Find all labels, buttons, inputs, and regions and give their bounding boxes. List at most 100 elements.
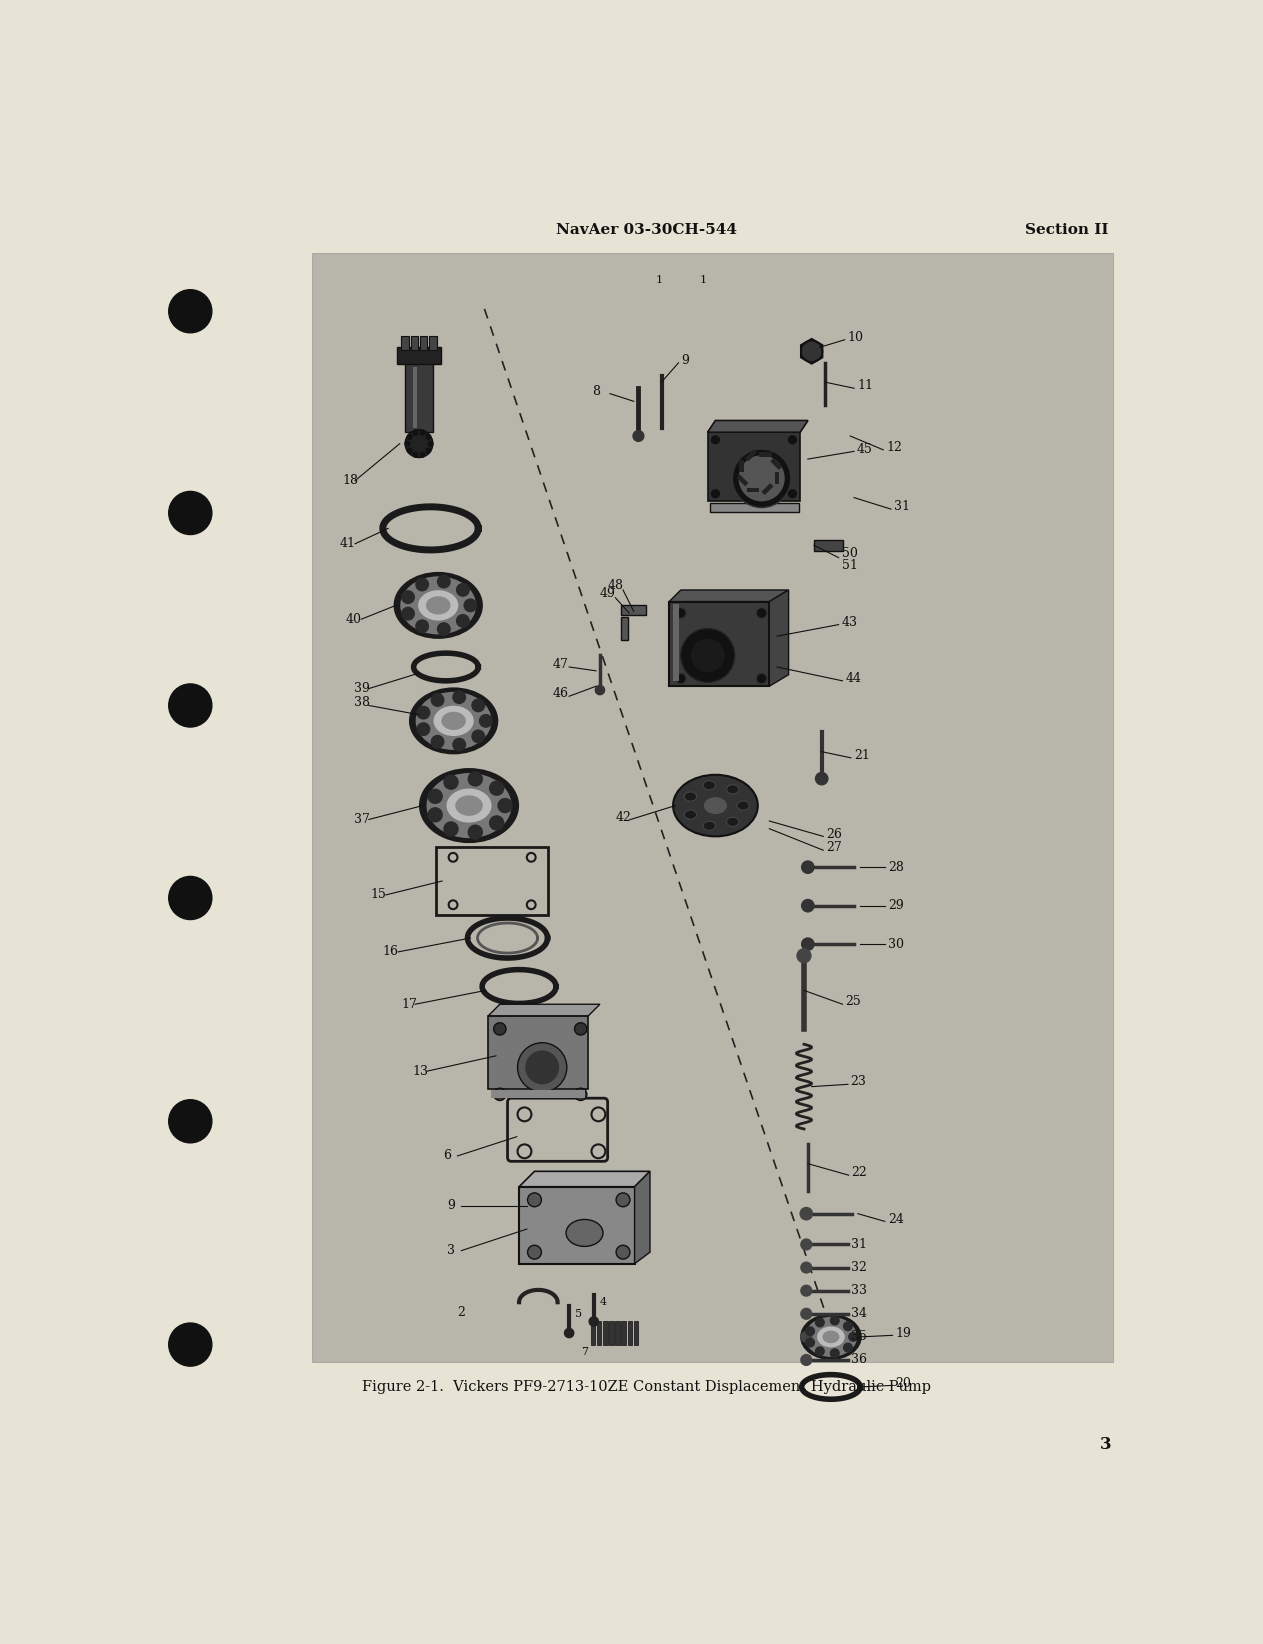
Circle shape xyxy=(457,615,469,626)
Text: 32: 32 xyxy=(851,1261,866,1274)
Bar xyxy=(312,253,1113,1361)
Circle shape xyxy=(445,822,458,837)
Circle shape xyxy=(788,436,797,444)
Circle shape xyxy=(528,1194,542,1207)
Text: 51: 51 xyxy=(841,559,858,572)
Circle shape xyxy=(431,735,443,748)
Bar xyxy=(402,335,409,350)
Text: 49: 49 xyxy=(600,587,616,600)
Circle shape xyxy=(494,1023,506,1036)
Circle shape xyxy=(469,773,482,786)
Bar xyxy=(745,449,757,462)
Ellipse shape xyxy=(427,773,512,838)
Circle shape xyxy=(831,1350,839,1358)
Circle shape xyxy=(616,1245,630,1259)
Ellipse shape xyxy=(419,768,519,843)
Bar xyxy=(621,616,628,640)
Circle shape xyxy=(490,781,504,796)
Bar xyxy=(673,603,679,681)
Circle shape xyxy=(844,1343,853,1351)
Circle shape xyxy=(405,429,433,457)
Text: 45: 45 xyxy=(858,442,873,455)
Text: 3: 3 xyxy=(1100,1437,1111,1453)
Text: 18: 18 xyxy=(342,473,357,487)
Bar xyxy=(707,432,801,501)
Circle shape xyxy=(169,492,212,534)
Bar xyxy=(739,460,744,472)
Bar xyxy=(419,335,427,350)
Text: 2: 2 xyxy=(457,1305,465,1318)
Circle shape xyxy=(480,715,493,727)
Circle shape xyxy=(404,441,410,447)
Ellipse shape xyxy=(433,705,474,737)
Text: 31: 31 xyxy=(894,500,911,513)
Circle shape xyxy=(801,1240,812,1249)
Circle shape xyxy=(616,1194,630,1207)
Text: 15: 15 xyxy=(370,888,386,901)
Text: 12: 12 xyxy=(887,441,902,454)
Bar xyxy=(609,1322,614,1345)
Ellipse shape xyxy=(400,577,476,635)
Text: 17: 17 xyxy=(402,998,417,1011)
Bar xyxy=(602,1322,608,1345)
Text: 22: 22 xyxy=(851,1166,866,1179)
Circle shape xyxy=(806,1327,815,1335)
Ellipse shape xyxy=(703,797,727,814)
Circle shape xyxy=(802,899,813,912)
Text: 47: 47 xyxy=(552,658,568,671)
Text: 35: 35 xyxy=(851,1330,866,1343)
Text: 43: 43 xyxy=(841,616,858,628)
Circle shape xyxy=(469,825,482,838)
Bar xyxy=(591,1322,595,1345)
Circle shape xyxy=(453,690,466,704)
Ellipse shape xyxy=(566,1220,602,1246)
Circle shape xyxy=(426,434,432,441)
Circle shape xyxy=(676,672,686,684)
Text: 10: 10 xyxy=(847,330,864,344)
Polygon shape xyxy=(489,1004,600,1016)
Ellipse shape xyxy=(822,1330,840,1343)
Polygon shape xyxy=(707,421,808,432)
Circle shape xyxy=(633,431,644,441)
Bar xyxy=(398,347,441,365)
Circle shape xyxy=(757,672,767,684)
Text: 13: 13 xyxy=(412,1065,428,1078)
Ellipse shape xyxy=(441,712,466,730)
Circle shape xyxy=(801,1286,812,1295)
Circle shape xyxy=(806,1338,815,1346)
Text: 1: 1 xyxy=(655,276,663,286)
Text: 46: 46 xyxy=(552,687,568,700)
Bar xyxy=(628,1322,633,1345)
Circle shape xyxy=(816,773,827,784)
Bar xyxy=(621,605,647,615)
Circle shape xyxy=(494,1088,506,1100)
Circle shape xyxy=(676,608,686,618)
Text: 41: 41 xyxy=(340,538,356,551)
Bar xyxy=(634,1322,638,1345)
Bar xyxy=(519,1187,634,1264)
Text: 33: 33 xyxy=(851,1284,866,1297)
Circle shape xyxy=(801,340,822,362)
Circle shape xyxy=(681,628,735,682)
Circle shape xyxy=(472,730,485,743)
Circle shape xyxy=(575,1088,587,1100)
Text: 34: 34 xyxy=(851,1307,866,1320)
Ellipse shape xyxy=(738,801,749,810)
Ellipse shape xyxy=(426,597,451,615)
Circle shape xyxy=(402,590,414,603)
Polygon shape xyxy=(519,1171,650,1187)
Circle shape xyxy=(417,723,429,735)
Circle shape xyxy=(575,1023,587,1036)
Bar xyxy=(762,483,773,495)
Ellipse shape xyxy=(703,822,715,830)
Circle shape xyxy=(816,1346,825,1356)
Bar xyxy=(405,363,433,432)
Text: 26: 26 xyxy=(826,827,842,840)
Ellipse shape xyxy=(394,572,482,640)
Bar xyxy=(436,847,548,916)
Text: 20: 20 xyxy=(895,1376,912,1389)
Circle shape xyxy=(457,584,469,597)
Ellipse shape xyxy=(801,1314,861,1360)
Bar xyxy=(759,452,772,457)
Circle shape xyxy=(412,452,418,457)
